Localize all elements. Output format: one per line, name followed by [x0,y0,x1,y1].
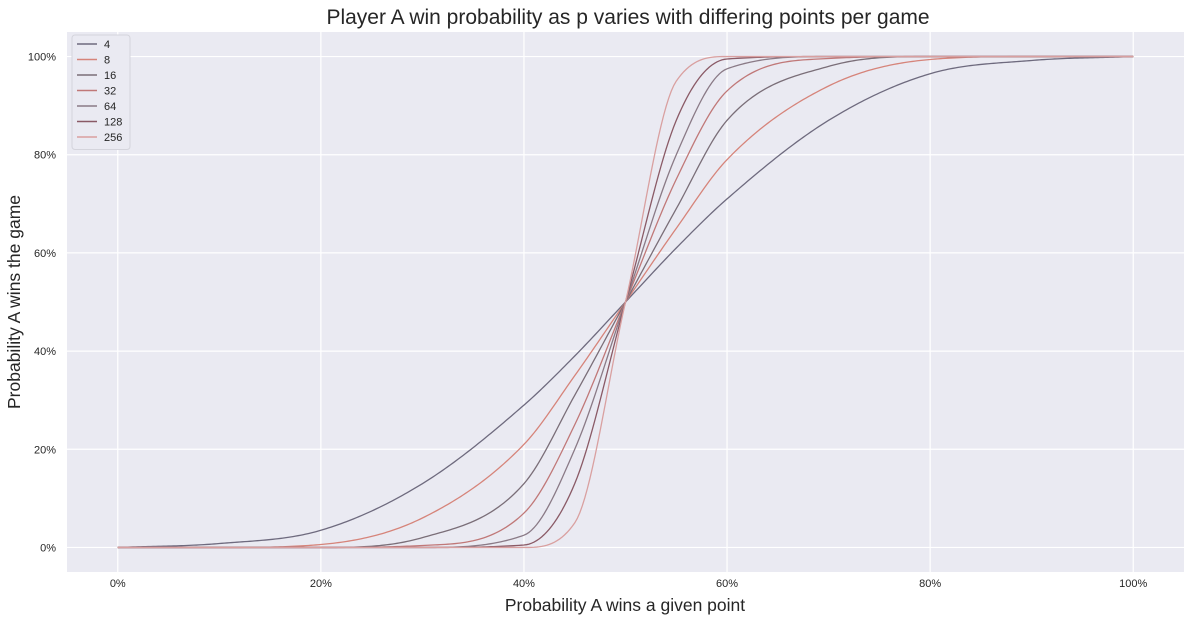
legend-label-32: 32 [104,86,116,98]
chart-title: Player A win probability as p varies wit… [326,6,929,29]
x-tick-label: 80% [919,578,941,590]
series-line-256 [117,55,1134,549]
legend-label-256: 256 [104,132,122,144]
x-axis-label: Probability A wins a given point [505,595,745,615]
legend-label-64: 64 [104,101,116,113]
y-tick-label: 80% [34,150,56,162]
series-lines [117,55,1134,549]
x-tick-label: 20% [310,578,332,590]
x-tick-label: 60% [716,578,738,590]
x-tick-label: 0% [110,578,126,590]
y-tick-label: 20% [34,444,56,456]
y-tick-label: 100% [28,52,56,64]
legend: 4 8 16 32 64 128 256 [71,34,131,150]
grid-lines [67,32,1184,572]
y-tick-label: 0% [40,542,56,554]
legend-label-4: 4 [104,39,110,51]
y-tick-label: 60% [34,248,56,260]
legend-label-8: 8 [104,55,110,67]
legend-label-128: 128 [104,117,122,129]
x-tick-label: 100% [1119,578,1147,590]
x-axis-ticks: 0% 20% 40% 60% 80% 100% [110,578,1148,590]
y-tick-label: 40% [34,346,56,358]
x-tick-label: 40% [513,578,535,590]
legend-label-16: 16 [104,70,116,82]
y-axis-ticks: 0% 20% 40% 60% 80% 100% [28,52,56,555]
y-axis-label: Probability A wins the game [4,195,24,409]
